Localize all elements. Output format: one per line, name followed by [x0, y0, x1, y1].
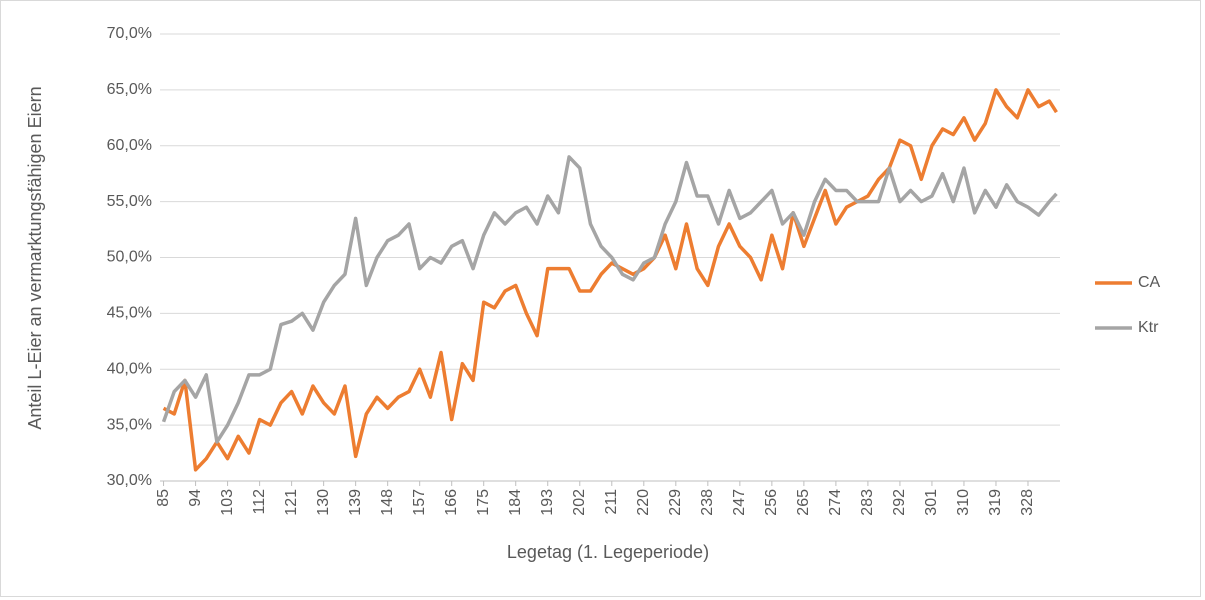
x-tick-label: 184 — [507, 489, 524, 516]
x-tick-label: 238 — [699, 489, 716, 516]
x-tick-label: 211 — [603, 489, 620, 515]
series-line — [161, 155, 1058, 444]
series-line — [162, 88, 1058, 472]
x-tick-label: 139 — [347, 489, 364, 516]
x-tick-label: 256 — [763, 489, 780, 516]
y-axis-title: Anteil L-Eier an vermarktungsfähigen Eie… — [25, 86, 45, 429]
x-tick-label: 283 — [859, 489, 876, 516]
x-tick-label: 310 — [955, 489, 972, 516]
y-tick-label: 45,0% — [107, 305, 152, 322]
x-tick-label: 220 — [635, 489, 652, 516]
x-tick-label: 229 — [667, 489, 684, 516]
y-tick-label: 55,0% — [107, 193, 152, 210]
y-tick-label: 35,0% — [107, 416, 152, 433]
y-tick-label: 60,0% — [107, 137, 152, 154]
x-tick-label: 121 — [283, 489, 300, 516]
x-tick-label: 130 — [315, 489, 332, 516]
y-tick-label: 50,0% — [107, 249, 152, 266]
y-tick-label: 40,0% — [107, 360, 152, 377]
x-tick-label: 301 — [923, 489, 940, 516]
x-axis-title: Legetag (1. Legeperiode) — [507, 542, 709, 562]
x-tick-label: 193 — [539, 489, 556, 516]
y-tick-label: 70,0% — [107, 25, 152, 42]
y-tick-label: 65,0% — [107, 81, 152, 98]
x-tick-label: 94 — [187, 489, 204, 507]
x-tick-label: 328 — [1019, 489, 1036, 516]
x-tick-label: 292 — [891, 489, 908, 516]
x-tick-label: 157 — [411, 489, 428, 516]
x-tick-label: 103 — [219, 489, 236, 516]
x-tick-label: 166 — [443, 489, 460, 516]
y-tick-label: 30,0% — [107, 472, 152, 489]
x-tick-label: 274 — [827, 489, 844, 516]
x-tick-label: 148 — [379, 489, 396, 516]
x-tick-label: 112 — [251, 489, 268, 515]
x-tick-label: 319 — [987, 489, 1004, 516]
x-tick-label: 265 — [795, 489, 812, 516]
legend-label: CA — [1138, 274, 1161, 291]
x-tick-label: 247 — [731, 489, 748, 516]
x-tick-label: 85 — [155, 489, 172, 507]
legend-label: Ktr — [1138, 319, 1159, 336]
x-tick-label: 202 — [571, 489, 588, 516]
x-tick-label: 175 — [475, 489, 492, 516]
